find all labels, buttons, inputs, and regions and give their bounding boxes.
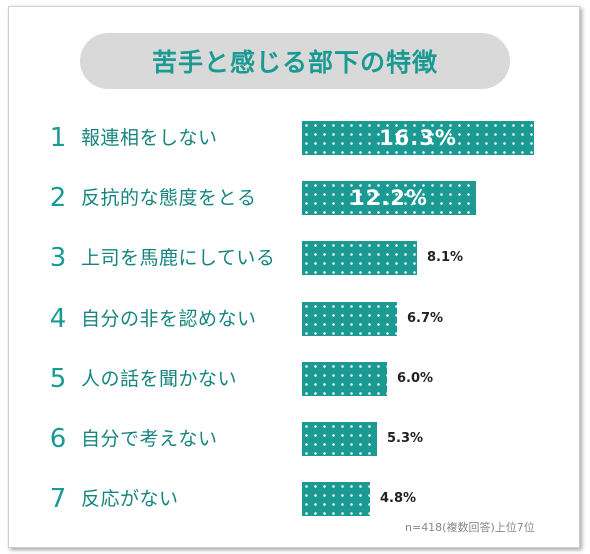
rank-number: 4 xyxy=(49,304,67,334)
value-label: 6.7% xyxy=(407,311,444,326)
category-label: 反抗的な態度をとる xyxy=(81,187,257,209)
chart-row: 1 報連相をしない 16.3% xyxy=(0,118,590,158)
bar xyxy=(302,302,397,336)
chart-row: 4 自分の非を認めない 6.7% xyxy=(0,299,590,339)
rank-number: 3 xyxy=(49,243,67,273)
value-label: 16.3% xyxy=(379,126,457,150)
value-label: 4.8% xyxy=(380,491,417,506)
chart-row: 6 自分で考えない 5.3% xyxy=(0,419,590,459)
category-label: 反応がない xyxy=(81,488,179,510)
bar xyxy=(302,241,417,275)
chart-row: 3 上司を馬鹿にしている 8.1% xyxy=(0,238,590,278)
value-label: 5.3% xyxy=(387,431,424,446)
rank-number: 2 xyxy=(49,183,67,213)
chart-title: 苦手と感じる部下の特徴 xyxy=(80,33,510,89)
category-label: 自分の非を認めない xyxy=(81,308,257,330)
bar xyxy=(302,121,534,155)
category-label: 自分で考えない xyxy=(81,428,218,450)
value-label: 8.1% xyxy=(427,250,464,265)
bar xyxy=(302,181,476,215)
bar xyxy=(302,422,377,456)
bar xyxy=(302,482,370,516)
bar xyxy=(302,362,387,396)
category-label: 上司を馬鹿にしている xyxy=(81,247,276,269)
chart-row: 7 反応がない 4.8% xyxy=(0,479,590,519)
chart-row: 5 人の話を聞かない 6.0% xyxy=(0,359,590,399)
value-label: 12.2% xyxy=(350,186,428,210)
category-label: 人の話を聞かない xyxy=(81,368,238,390)
rank-number: 6 xyxy=(49,424,67,454)
rank-number: 5 xyxy=(49,364,67,394)
rank-number: 1 xyxy=(49,123,67,153)
value-label: 6.0% xyxy=(397,371,434,386)
sample-note: n=418(複数回答)上位7位 xyxy=(405,521,535,534)
chart-frame xyxy=(8,6,580,548)
category-label: 報連相をしない xyxy=(81,127,218,149)
rank-number: 7 xyxy=(49,484,67,514)
chart-row: 2 反抗的な態度をとる 12.2% xyxy=(0,178,590,218)
